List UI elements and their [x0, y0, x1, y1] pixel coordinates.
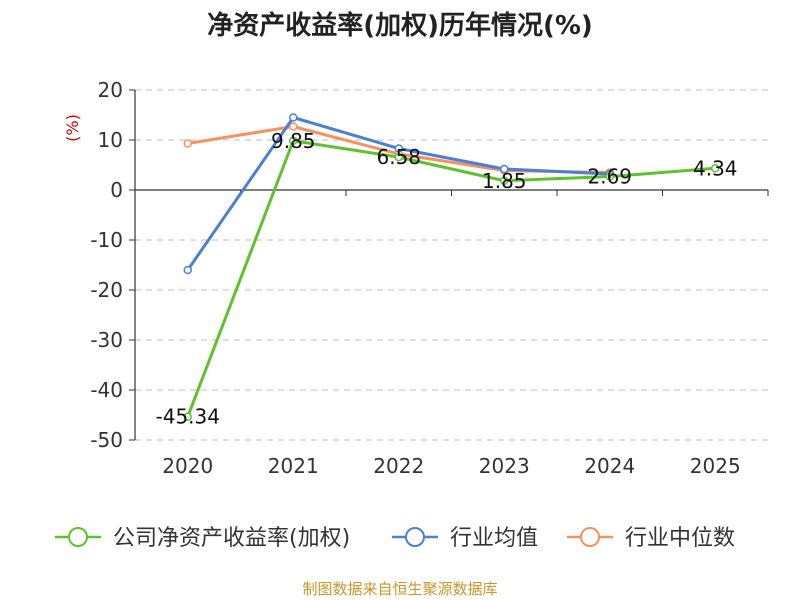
legend-marker — [580, 527, 600, 547]
data-label: 4.34 — [693, 156, 738, 180]
y-tick-label: -30 — [90, 328, 123, 352]
source-note: 制图数据来自恒生聚源数据库 — [302, 580, 497, 598]
y-tick-label: -20 — [90, 278, 123, 302]
data-label: 2.69 — [587, 165, 632, 189]
y-tick-label: -40 — [90, 378, 123, 402]
legend-label: 公司净资产收益率(加权) — [113, 526, 350, 551]
x-tick-label: 2023 — [479, 454, 530, 478]
data-point — [183, 139, 192, 148]
data-point — [289, 136, 298, 145]
data-point — [289, 113, 298, 122]
data-point — [394, 144, 403, 153]
legend-marker — [68, 527, 88, 547]
y-tick-label: -10 — [90, 228, 123, 252]
y-tick-label: -50 — [90, 428, 123, 452]
y-tick-label: 10 — [98, 128, 123, 152]
series-line — [186, 139, 716, 418]
data-labels: -45.34 9.85 6.58 1.85 2.69 4.34 — [156, 129, 738, 429]
legend-label: 行业均值 — [450, 526, 538, 551]
legend: 公司净资产收益率(加权) 行业均值 行业中位数 — [55, 526, 735, 551]
x-tick-label: 2024 — [584, 454, 635, 478]
x-tick-label: 2022 — [373, 454, 424, 478]
data-point — [500, 176, 509, 185]
grid — [135, 89, 768, 441]
data-label: 9.85 — [271, 129, 316, 153]
x-tick-label: 2025 — [690, 454, 741, 478]
data-label: 1.85 — [482, 169, 527, 193]
legend-label: 行业中位数 — [625, 526, 735, 551]
data-point — [289, 122, 298, 131]
data-point — [500, 164, 509, 174]
data-label: -45.34 — [156, 405, 220, 429]
data-point — [183, 265, 192, 275]
y-tick-label: 0 — [110, 178, 123, 202]
x-tick-label: 2021 — [268, 454, 319, 478]
series-layer — [183, 113, 720, 421]
y-tick-label: 20 — [98, 78, 123, 102]
data-label: 6.58 — [376, 145, 421, 169]
data-point — [605, 172, 614, 181]
data-point — [711, 164, 720, 173]
y-axis-unit: (%) — [63, 114, 82, 142]
x-tick-label: 2020 — [162, 454, 213, 478]
chart-title: 净资产收益率(加权)历年情况(%) — [207, 10, 593, 41]
data-point — [183, 412, 192, 421]
data-point — [394, 152, 403, 162]
axes: 20 10 0 -10 -20 -30 -40 -50 2020 2021 2022 2023 2024… — [90, 78, 769, 478]
legend-marker — [405, 527, 425, 547]
